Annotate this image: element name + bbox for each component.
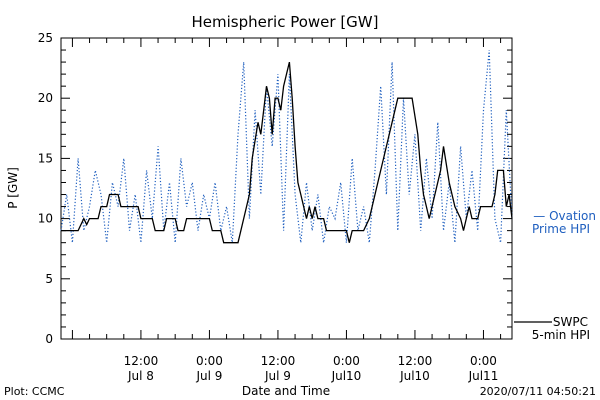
y-axis: 0 5 10 15 20 25 — [38, 31, 512, 346]
footer-credit: Plot: CCMC — [4, 385, 65, 398]
x-tick-time-label: 12:00 — [398, 354, 433, 368]
x-tick-date-label: Jul10 — [399, 369, 430, 383]
x-tick-time-label: 0:00 — [333, 354, 360, 368]
y-axis-label: P [GW] — [6, 167, 20, 209]
y-tick-label: 25 — [38, 31, 53, 45]
x-tick-date-label: Jul 8 — [127, 369, 154, 383]
y-tick-label: 10 — [38, 212, 53, 226]
legend-ovation-line2: Prime HPI — [532, 222, 590, 236]
plot-frame — [60, 37, 513, 340]
y-tick-label: 15 — [38, 151, 53, 165]
x-tick-time-label: 12:00 — [261, 354, 296, 368]
x-axis-label: Date and Time — [242, 384, 330, 398]
x-tick-date-label: Jul 9 — [264, 369, 291, 383]
y-tick-label: 0 — [45, 332, 53, 346]
chart-title: Hemispheric Power [GW] — [192, 13, 379, 31]
legend-ovation-line1: — Ovation — [533, 209, 596, 223]
x-tick-time-label: 0:00 — [470, 354, 497, 368]
series-layer — [60, 49, 513, 244]
y-tick-label: 20 — [38, 91, 53, 105]
x-tick-date-label: Jul 9 — [195, 369, 222, 383]
series-line-ovation — [60, 49, 513, 243]
legend-swpc-line1: SWPC — [553, 315, 588, 329]
footer-timestamp: 2020/07/11 04:50:21 — [480, 385, 596, 398]
y-tick-label: 5 — [45, 272, 53, 286]
x-tick-date-label: Jul11 — [468, 369, 499, 383]
x-tick-date-label: Jul10 — [331, 369, 362, 383]
legend-swpc-line2: 5-min HPI — [532, 328, 590, 342]
series-line-swpc — [61, 61, 513, 244]
x-tick-time-label: 12:00 — [124, 354, 159, 368]
x-tick-time-label: 0:00 — [196, 354, 223, 368]
